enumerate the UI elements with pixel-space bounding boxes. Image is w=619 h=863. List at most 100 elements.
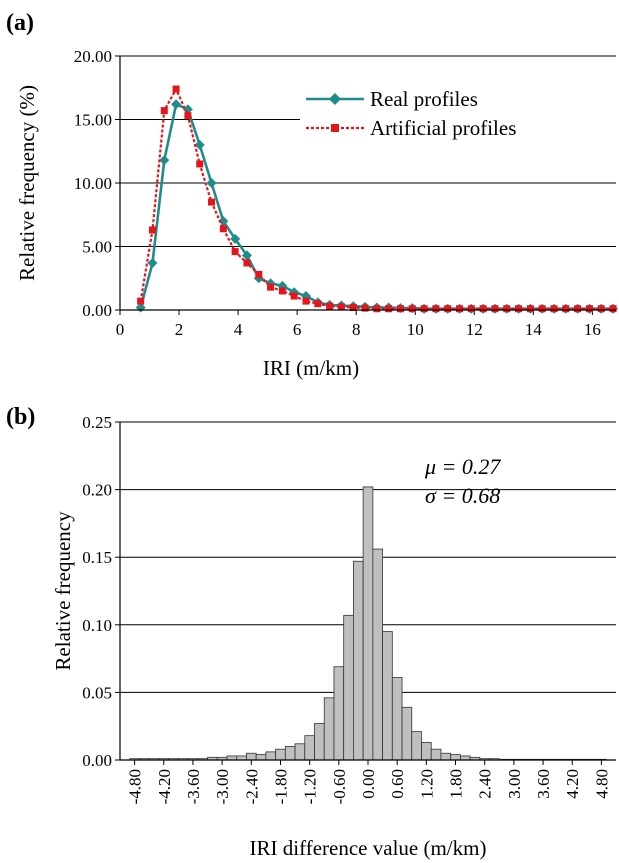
legend-real-label: Real profiles — [370, 87, 478, 111]
panel-a-x-tick-label: 6 — [293, 320, 302, 339]
series-artificial-point — [255, 270, 263, 278]
series-artificial-point — [597, 305, 605, 313]
series-artificial-point — [562, 305, 570, 313]
series-artificial-point — [420, 305, 428, 313]
legend-artificial-marker-icon — [331, 124, 339, 132]
series-artificial-point — [184, 112, 192, 120]
histogram-bar — [459, 755, 471, 761]
panel-b-x-tick-label: 0.60 — [388, 769, 407, 799]
histogram-bar — [226, 755, 238, 761]
series-artificial-point — [231, 248, 239, 256]
panel-a-x-tick-label: 16 — [584, 320, 601, 339]
series-real-point — [206, 178, 217, 188]
series-artificial-point — [361, 304, 369, 312]
histogram-bar — [246, 752, 257, 761]
series-artificial-point — [385, 305, 393, 313]
panel-b-x-tick-label: 0.00 — [359, 769, 378, 799]
panel-a-x-tick-label: 14 — [525, 320, 543, 339]
panel-b-x-tick-label: 2.40 — [476, 769, 495, 799]
histogram-bar — [343, 614, 354, 761]
histogram-bar — [255, 754, 267, 761]
histogram-bar — [372, 548, 383, 761]
panel-b-y-tick-label: 0.15 — [82, 548, 112, 567]
series-real-point — [218, 216, 229, 227]
series-artificial-point — [172, 85, 180, 93]
series-artificial-point — [408, 305, 416, 313]
series-artificial-point — [196, 160, 204, 168]
series-artificial-point — [302, 297, 310, 305]
series-artificial-point — [290, 292, 298, 300]
series-artificial-point — [538, 305, 546, 313]
series-real-point — [159, 155, 170, 166]
series-artificial-point — [278, 287, 286, 295]
series-artificial-point — [373, 305, 381, 313]
panel-a-legend: Real profiles Artificial profiles — [300, 84, 619, 140]
series-artificial-point — [467, 305, 475, 313]
panel-a-y-tick-label: 10.00 — [74, 174, 112, 193]
histogram-bar — [275, 748, 286, 761]
panel-b-y-tick-label: 0.05 — [82, 683, 112, 702]
panel-b-y-tick-label: 0.00 — [82, 751, 112, 770]
series-artificial-point — [526, 305, 534, 313]
series-real-point — [230, 233, 241, 244]
legend-artificial-label: Artificial profiles — [370, 116, 516, 140]
series-artificial-point — [148, 226, 156, 234]
histogram-bar — [401, 706, 413, 761]
panel-b-x-tick-label: -3.00 — [213, 769, 232, 804]
series-artificial-point — [326, 302, 334, 310]
legend-item-artificial: Artificial profiles — [306, 116, 516, 140]
panel-b-x-tick-label: -1.80 — [272, 769, 291, 804]
panel-a-x-axis-label: IRI (m/km) — [263, 356, 359, 380]
panel-b-ticks: 0.000.050.100.150.200.25-4.80 -4.20 -3.60-… — [82, 413, 611, 804]
panel-a-chart: (a) 0.00 5.00 10.00 15.00 20.00 0 2 4 6 8 10 12 14 16… — [6, 10, 619, 380]
panel-a-x-tick-label: 2 — [175, 320, 184, 339]
series-artificial-point — [479, 305, 487, 313]
series-real-point — [147, 258, 158, 269]
series-artificial-point — [444, 305, 452, 313]
panel-b-x-tick-label: -0.60 — [330, 769, 349, 804]
series-artificial-point — [574, 305, 582, 313]
panel-a-x-tick-label: 12 — [466, 320, 483, 339]
histogram-bar — [353, 560, 364, 761]
histogram-bar — [440, 752, 452, 761]
panel-a-y-tick-label: 0.00 — [82, 301, 112, 320]
panel-a-y-tick-label: 5.00 — [82, 238, 112, 257]
series-real-point — [241, 250, 252, 261]
panel-a-y-tick-label: 15.00 — [74, 111, 112, 130]
series-artificial-point — [491, 305, 499, 313]
panel-b-x-tick-label: 4.20 — [563, 769, 582, 799]
histogram-bar — [450, 754, 461, 761]
panel-b-y-tick-label: 0.10 — [82, 616, 112, 635]
legend-background — [300, 84, 619, 140]
series-artificial-point — [314, 300, 322, 308]
panel-b-x-tick-label: -4.80 — [126, 769, 145, 804]
panel-b-y-tick-label: 0.20 — [82, 481, 112, 500]
panel-b-x-tick-label: 3.00 — [505, 769, 524, 799]
series-artificial-point — [432, 305, 440, 313]
panel-b-x-tick-label: -2.40 — [242, 769, 261, 804]
histogram-bar — [382, 631, 393, 761]
series-artificial-point — [585, 305, 593, 313]
series-artificial-point — [267, 283, 275, 291]
panel-b-y-tick-label: 0.25 — [82, 413, 112, 432]
panel-a-x-tick-label: 8 — [352, 320, 361, 339]
series-artificial-point — [208, 198, 216, 206]
series-artificial-point — [609, 305, 617, 313]
histogram-bar — [294, 743, 306, 761]
legend-real-marker-icon — [329, 93, 341, 105]
panel-b-x-tick-label: 3.60 — [534, 769, 553, 799]
panel-b-bars — [129, 486, 607, 761]
panel-b-x-tick-label: 1.20 — [417, 769, 436, 799]
panel-a-label: (a) — [6, 10, 34, 36]
mean-annotation: μ = 0.27 — [424, 454, 501, 479]
histogram-bar — [323, 697, 335, 761]
series-artificial-point — [456, 305, 464, 313]
histogram-bar — [236, 755, 247, 761]
series-artificial — [137, 85, 617, 313]
sigma-annotation: σ = 0.68 — [425, 483, 500, 508]
panel-b-x-tick-label: -3.60 — [184, 769, 203, 804]
panel-b-chart: (b) 0.00 0.05 0.10 0.15 0.20 0.25 -4.80 -4.20 -3… — [6, 404, 616, 860]
histogram-bar — [421, 742, 432, 761]
panel-b-x-tick-label: 4.80 — [592, 769, 611, 799]
